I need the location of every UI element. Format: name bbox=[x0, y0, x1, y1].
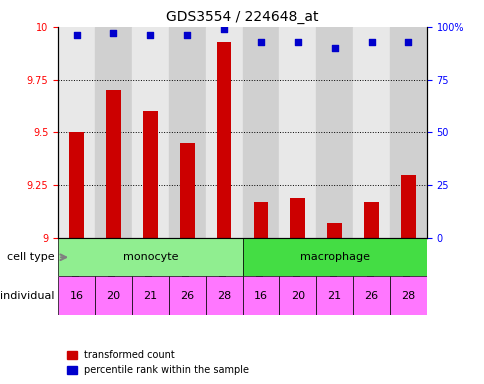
Bar bbox=[205, 276, 242, 315]
Bar bbox=[242, 238, 426, 276]
Bar bbox=[400, 175, 415, 238]
Bar bbox=[168, 276, 205, 315]
Point bbox=[330, 45, 338, 51]
Bar bbox=[290, 198, 304, 238]
Point bbox=[109, 30, 117, 36]
Text: macrophage: macrophage bbox=[299, 252, 369, 262]
Text: 21: 21 bbox=[327, 291, 341, 301]
Bar bbox=[253, 202, 268, 238]
Bar bbox=[389, 276, 426, 315]
Bar bbox=[69, 132, 84, 238]
Bar bbox=[316, 276, 352, 315]
Bar bbox=[58, 238, 242, 276]
Point bbox=[293, 39, 301, 45]
Text: 28: 28 bbox=[400, 291, 415, 301]
Bar bbox=[143, 111, 157, 238]
Bar bbox=[352, 276, 389, 315]
Point bbox=[73, 32, 80, 38]
Text: 26: 26 bbox=[180, 291, 194, 301]
Bar bbox=[58, 27, 95, 238]
Bar bbox=[363, 202, 378, 238]
Bar bbox=[316, 27, 352, 238]
Bar bbox=[95, 27, 132, 238]
Bar bbox=[205, 27, 242, 238]
Bar bbox=[389, 27, 426, 238]
Text: 16: 16 bbox=[254, 291, 267, 301]
Point bbox=[183, 32, 191, 38]
Text: 28: 28 bbox=[216, 291, 231, 301]
Text: 20: 20 bbox=[106, 291, 121, 301]
Bar bbox=[180, 143, 194, 238]
Bar bbox=[279, 27, 316, 238]
Point bbox=[257, 39, 264, 45]
Text: 16: 16 bbox=[70, 291, 83, 301]
Bar bbox=[327, 223, 341, 238]
Bar bbox=[58, 276, 95, 315]
Bar bbox=[132, 27, 168, 238]
Text: monocyte: monocyte bbox=[122, 252, 178, 262]
Text: 21: 21 bbox=[143, 291, 157, 301]
Bar bbox=[168, 27, 205, 238]
Bar bbox=[242, 27, 279, 238]
Title: GDS3554 / 224648_at: GDS3554 / 224648_at bbox=[166, 10, 318, 25]
Point bbox=[367, 39, 375, 45]
Bar bbox=[242, 276, 279, 315]
Text: 26: 26 bbox=[363, 291, 378, 301]
Point bbox=[220, 26, 227, 32]
Bar bbox=[279, 276, 316, 315]
Point bbox=[146, 32, 154, 38]
Bar bbox=[352, 27, 389, 238]
Bar bbox=[95, 276, 132, 315]
Text: 20: 20 bbox=[290, 291, 304, 301]
Point bbox=[404, 39, 411, 45]
Bar bbox=[132, 276, 168, 315]
Legend: transformed count, percentile rank within the sample: transformed count, percentile rank withi… bbox=[63, 346, 253, 379]
Text: individual: individual bbox=[0, 291, 58, 301]
Bar bbox=[106, 90, 121, 238]
Text: cell type: cell type bbox=[7, 252, 58, 262]
Bar bbox=[216, 42, 231, 238]
